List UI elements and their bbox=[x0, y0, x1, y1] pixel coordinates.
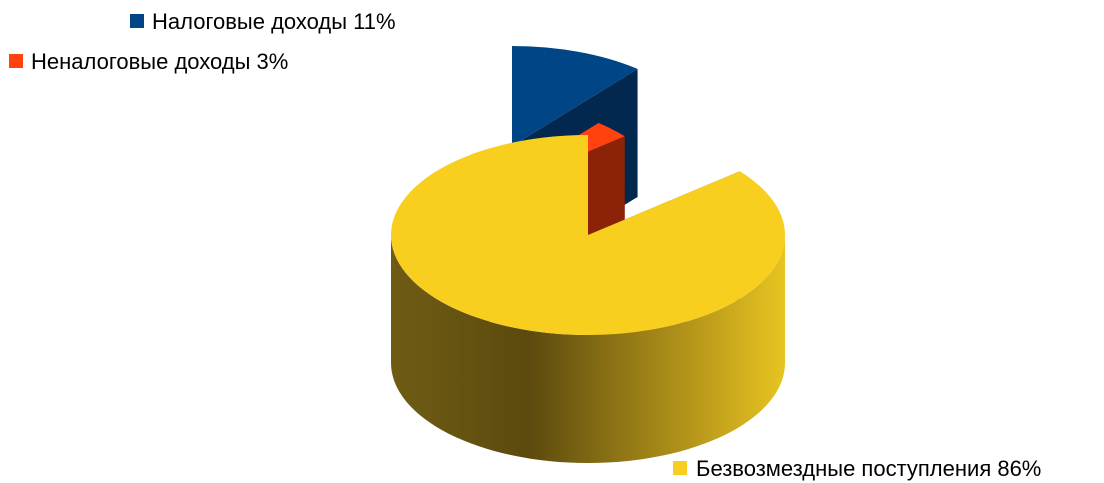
slice-label-3: Безвозмездные поступления 86% bbox=[696, 456, 1041, 481]
legend-swatch-1 bbox=[130, 14, 144, 28]
legend-swatch-2 bbox=[9, 54, 23, 68]
pie-slice-3 bbox=[391, 135, 785, 463]
legend-swatch-3 bbox=[673, 461, 687, 475]
slice-label-1: Налоговые доходы 11% bbox=[152, 9, 396, 34]
slice-top-3 bbox=[391, 135, 785, 335]
slice-label-2: Неналоговые доходы 3% bbox=[31, 49, 288, 74]
